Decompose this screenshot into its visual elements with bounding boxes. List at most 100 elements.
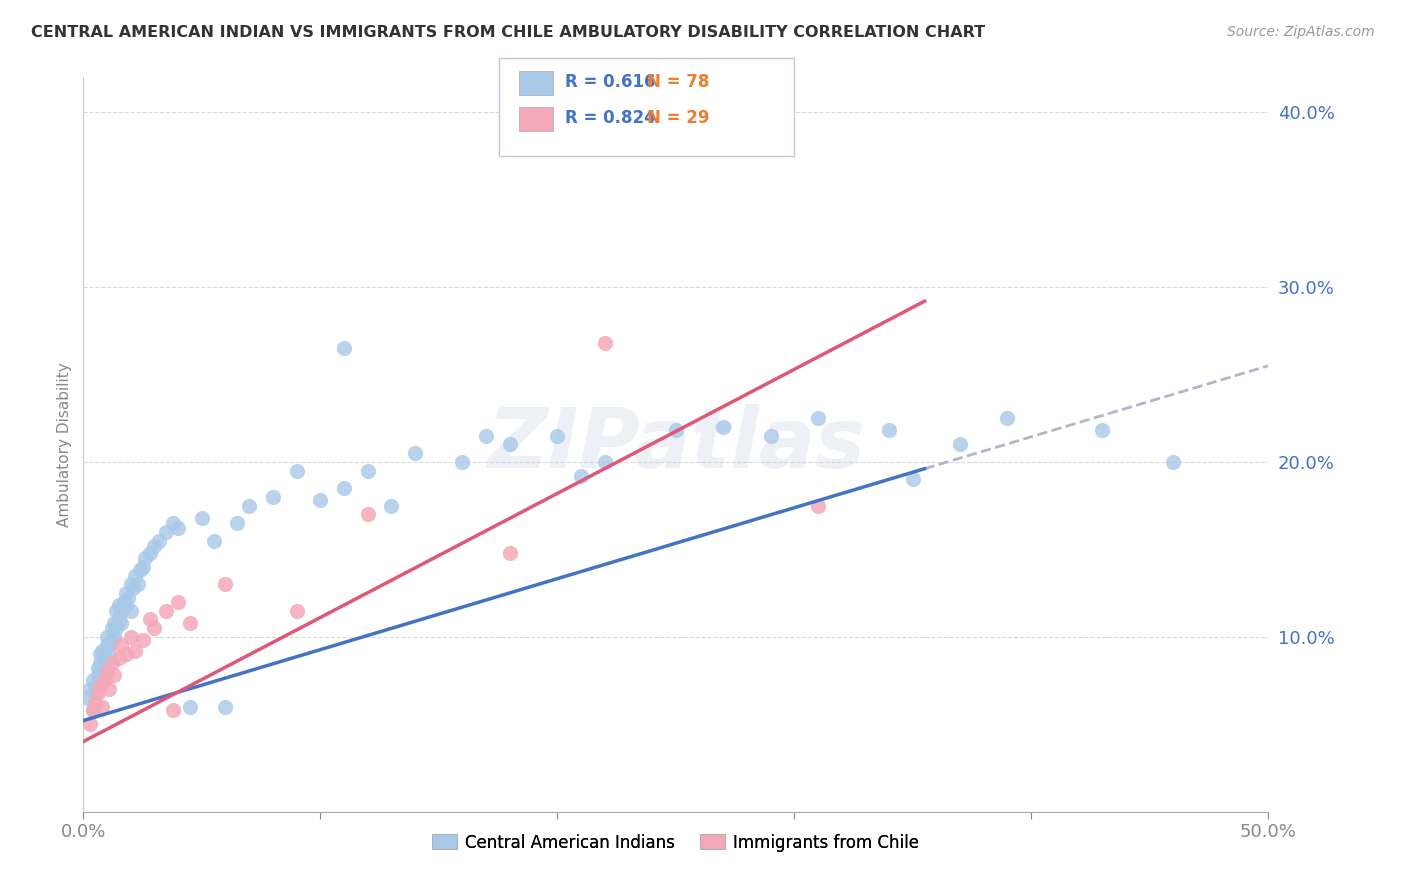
Point bbox=[98, 639, 121, 653]
Point bbox=[129, 563, 152, 577]
Point bbox=[162, 516, 184, 530]
Point bbox=[105, 621, 128, 635]
Point bbox=[82, 703, 104, 717]
Point bbox=[162, 703, 184, 717]
Point bbox=[110, 615, 132, 630]
Point bbox=[138, 546, 160, 560]
Point bbox=[949, 437, 972, 451]
Point bbox=[593, 336, 616, 351]
Point bbox=[285, 464, 308, 478]
Y-axis label: Ambulatory Disability: Ambulatory Disability bbox=[58, 362, 72, 527]
Point bbox=[380, 499, 402, 513]
Point bbox=[91, 644, 114, 658]
Point bbox=[134, 551, 156, 566]
Point bbox=[108, 599, 131, 613]
Point bbox=[593, 455, 616, 469]
Point bbox=[759, 428, 782, 442]
Point bbox=[91, 699, 114, 714]
Point bbox=[108, 650, 131, 665]
Point bbox=[148, 533, 170, 548]
Point bbox=[96, 630, 118, 644]
Point bbox=[115, 599, 138, 613]
Point bbox=[285, 603, 308, 617]
Point bbox=[262, 490, 284, 504]
Point bbox=[309, 493, 332, 508]
Point bbox=[167, 595, 190, 609]
Point bbox=[96, 656, 118, 670]
Point bbox=[103, 630, 125, 644]
Point bbox=[167, 521, 190, 535]
Point bbox=[475, 428, 498, 442]
Point bbox=[179, 615, 201, 630]
Point bbox=[100, 633, 122, 648]
Point bbox=[711, 420, 734, 434]
Point bbox=[93, 673, 115, 688]
Point bbox=[100, 656, 122, 670]
Point bbox=[333, 481, 356, 495]
Point bbox=[96, 665, 118, 679]
Point bbox=[120, 603, 142, 617]
Point bbox=[77, 690, 100, 705]
Point bbox=[356, 464, 378, 478]
Point bbox=[1091, 424, 1114, 438]
Point bbox=[86, 661, 108, 675]
Point bbox=[120, 577, 142, 591]
Point bbox=[112, 595, 135, 609]
Point bbox=[155, 603, 177, 617]
Point bbox=[93, 673, 115, 688]
Point bbox=[546, 428, 568, 442]
Point bbox=[131, 633, 153, 648]
Point bbox=[115, 647, 138, 661]
Point bbox=[89, 673, 111, 688]
Point bbox=[877, 424, 900, 438]
Point bbox=[122, 581, 145, 595]
Point bbox=[82, 673, 104, 688]
Point bbox=[499, 546, 522, 560]
Point bbox=[89, 656, 111, 670]
Point bbox=[356, 508, 378, 522]
Point bbox=[143, 621, 166, 635]
Text: ZIPatlas: ZIPatlas bbox=[486, 404, 865, 485]
Point bbox=[110, 639, 132, 653]
Point bbox=[191, 511, 214, 525]
Point bbox=[1163, 455, 1185, 469]
Point bbox=[155, 524, 177, 539]
Point bbox=[179, 699, 201, 714]
Point bbox=[131, 559, 153, 574]
Point bbox=[98, 682, 121, 697]
Point bbox=[214, 699, 236, 714]
Point bbox=[84, 686, 107, 700]
Point bbox=[202, 533, 225, 548]
Point bbox=[333, 342, 356, 356]
Point bbox=[86, 668, 108, 682]
Point bbox=[105, 603, 128, 617]
Point bbox=[404, 446, 426, 460]
Point bbox=[997, 411, 1019, 425]
Text: R = 0.616: R = 0.616 bbox=[565, 73, 655, 91]
Point bbox=[807, 499, 830, 513]
Point bbox=[84, 696, 107, 710]
Text: N = 78: N = 78 bbox=[647, 73, 709, 91]
Point bbox=[214, 577, 236, 591]
Point bbox=[117, 591, 139, 606]
Point bbox=[124, 644, 146, 658]
Point bbox=[96, 639, 118, 653]
Point bbox=[79, 717, 101, 731]
Point bbox=[238, 499, 260, 513]
Point bbox=[103, 615, 125, 630]
Text: N = 29: N = 29 bbox=[647, 109, 709, 127]
Point bbox=[93, 650, 115, 665]
Point bbox=[451, 455, 474, 469]
Point bbox=[108, 612, 131, 626]
Point bbox=[807, 411, 830, 425]
Text: Source: ZipAtlas.com: Source: ZipAtlas.com bbox=[1227, 25, 1375, 39]
Point bbox=[89, 647, 111, 661]
Text: CENTRAL AMERICAN INDIAN VS IMMIGRANTS FROM CHILE AMBULATORY DISABILITY CORRELATI: CENTRAL AMERICAN INDIAN VS IMMIGRANTS FR… bbox=[31, 25, 986, 40]
Point bbox=[79, 682, 101, 697]
Point bbox=[120, 630, 142, 644]
Point bbox=[100, 621, 122, 635]
Point bbox=[115, 586, 138, 600]
Point bbox=[91, 665, 114, 679]
Point bbox=[138, 612, 160, 626]
Point bbox=[82, 703, 104, 717]
